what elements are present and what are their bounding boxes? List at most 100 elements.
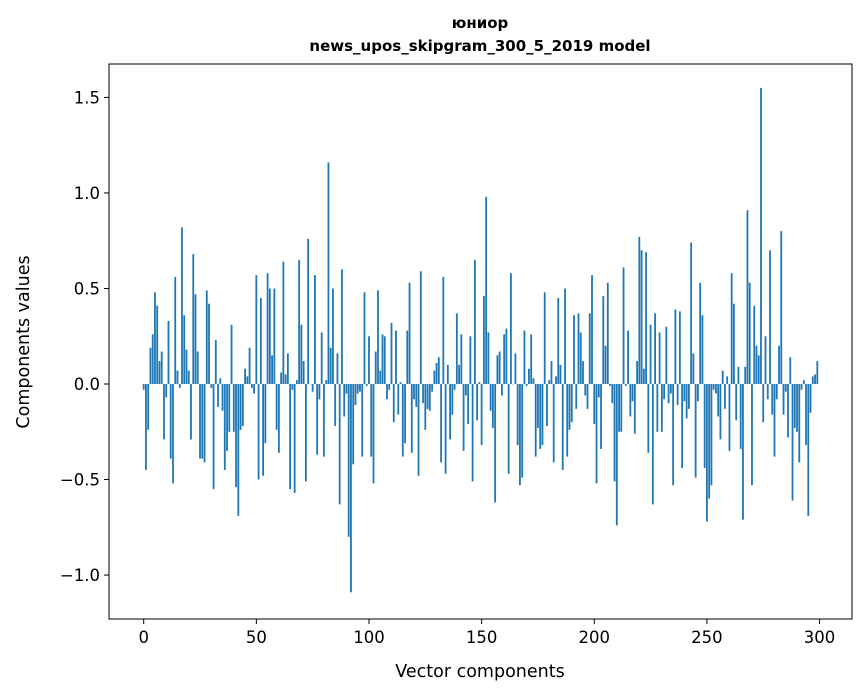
bar <box>250 384 253 388</box>
bar <box>591 275 593 385</box>
bar <box>733 303 735 385</box>
bar <box>314 275 316 385</box>
bar <box>345 384 348 394</box>
bar <box>766 384 769 400</box>
bar <box>807 384 810 516</box>
bar <box>622 267 625 385</box>
bar <box>185 349 188 385</box>
bar <box>205 290 208 385</box>
bar <box>575 384 578 409</box>
bar <box>780 231 783 385</box>
bar <box>505 328 508 385</box>
bar <box>735 384 738 421</box>
bar <box>410 384 413 453</box>
bar <box>419 271 422 385</box>
bar <box>368 336 370 385</box>
y-axis-ticks: −1.0 −0.5 0.0 0.5 1.0 1.5 <box>60 88 109 585</box>
bar <box>685 384 688 419</box>
bar <box>676 384 679 406</box>
bar <box>552 384 555 463</box>
bar <box>163 384 165 440</box>
bar <box>350 384 352 593</box>
bar <box>415 384 418 407</box>
y-tick-label: 1.0 <box>74 184 100 203</box>
bar <box>604 345 607 385</box>
bar <box>624 384 627 386</box>
bar <box>298 259 301 385</box>
bar <box>573 315 575 385</box>
bar <box>570 384 573 423</box>
bar <box>494 384 497 503</box>
bar <box>496 355 499 385</box>
bar <box>701 315 704 385</box>
bar <box>266 273 269 385</box>
bar <box>762 384 765 423</box>
bar <box>280 372 283 385</box>
bar <box>516 384 519 446</box>
bar <box>323 384 325 457</box>
chart-title-line-1: юниор <box>452 14 509 32</box>
bar <box>548 380 551 385</box>
bar <box>327 162 330 385</box>
bar <box>636 361 638 385</box>
bar <box>341 269 343 385</box>
bar <box>354 384 357 406</box>
bar <box>491 384 494 428</box>
bar <box>809 384 812 413</box>
bar <box>196 351 199 385</box>
bar <box>703 384 706 469</box>
bar <box>546 384 548 427</box>
bar <box>471 384 474 482</box>
bar <box>282 261 285 385</box>
bar <box>172 384 174 484</box>
bar <box>606 282 609 385</box>
bar <box>241 384 244 427</box>
bar <box>697 384 699 402</box>
bar <box>449 384 451 440</box>
bar <box>307 238 310 385</box>
bar <box>782 384 785 415</box>
bar <box>147 384 150 430</box>
bar <box>615 384 618 526</box>
bar <box>160 351 163 385</box>
bar <box>464 384 467 396</box>
bar <box>275 384 278 430</box>
bar <box>778 345 780 385</box>
bar <box>361 384 364 457</box>
bar <box>726 376 729 385</box>
bar <box>683 384 686 402</box>
bar <box>480 384 483 446</box>
bar <box>284 374 287 385</box>
bar <box>663 384 666 400</box>
bar <box>746 210 749 385</box>
bar <box>476 384 479 421</box>
bar <box>631 384 634 402</box>
bar <box>426 384 429 409</box>
bar <box>473 259 476 385</box>
bar <box>712 384 715 390</box>
bar <box>485 196 488 385</box>
bar <box>181 227 183 385</box>
bar <box>753 305 756 385</box>
bar <box>223 384 226 470</box>
bar <box>805 384 807 446</box>
bar <box>397 384 400 415</box>
bar <box>176 370 179 385</box>
x-axis-ticks: 0 50 100 150 200 250 300 <box>138 619 835 647</box>
plot-frame <box>108 63 853 620</box>
bar <box>201 384 204 459</box>
bar <box>717 384 720 417</box>
bar <box>755 345 758 385</box>
y-tick-label: 0.0 <box>74 375 100 394</box>
bar <box>728 384 731 451</box>
bar <box>336 353 339 385</box>
bar <box>237 384 240 516</box>
bar <box>239 384 242 430</box>
bar <box>156 305 159 385</box>
bar <box>374 351 377 385</box>
bar <box>564 288 566 385</box>
bar <box>228 384 231 432</box>
bar <box>611 384 614 404</box>
bar <box>609 384 611 386</box>
